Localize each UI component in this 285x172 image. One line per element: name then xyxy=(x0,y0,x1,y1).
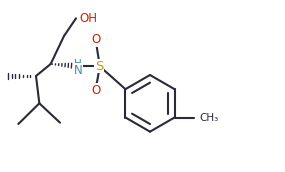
Text: N: N xyxy=(74,63,83,77)
Text: O: O xyxy=(91,84,101,97)
Text: S: S xyxy=(95,60,103,73)
Text: H: H xyxy=(74,59,82,69)
Text: CH₃: CH₃ xyxy=(200,112,219,122)
Text: O: O xyxy=(91,33,101,46)
Text: OH: OH xyxy=(79,12,97,25)
